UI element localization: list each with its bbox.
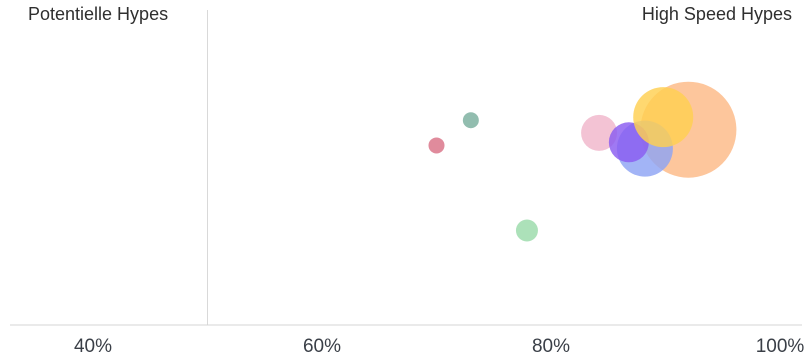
bubble-3 (581, 114, 618, 151)
x-tick-label: 60% (303, 336, 341, 357)
quadrant-label-right: High Speed Hypes (642, 4, 792, 24)
x-tick-labels: 40% 60% 80% 100% (74, 336, 804, 357)
bubble-6 (462, 112, 479, 129)
x-tick-label: 40% (74, 336, 112, 357)
bubbles (428, 81, 737, 242)
bubble-5 (633, 87, 694, 148)
x-tick-label: 100% (756, 336, 805, 357)
x-tick-label: 80% (532, 336, 570, 357)
quadrant-label-left: Potentielle Hypes (28, 4, 168, 24)
bubble-7 (428, 137, 445, 154)
bubble-8 (515, 219, 538, 242)
